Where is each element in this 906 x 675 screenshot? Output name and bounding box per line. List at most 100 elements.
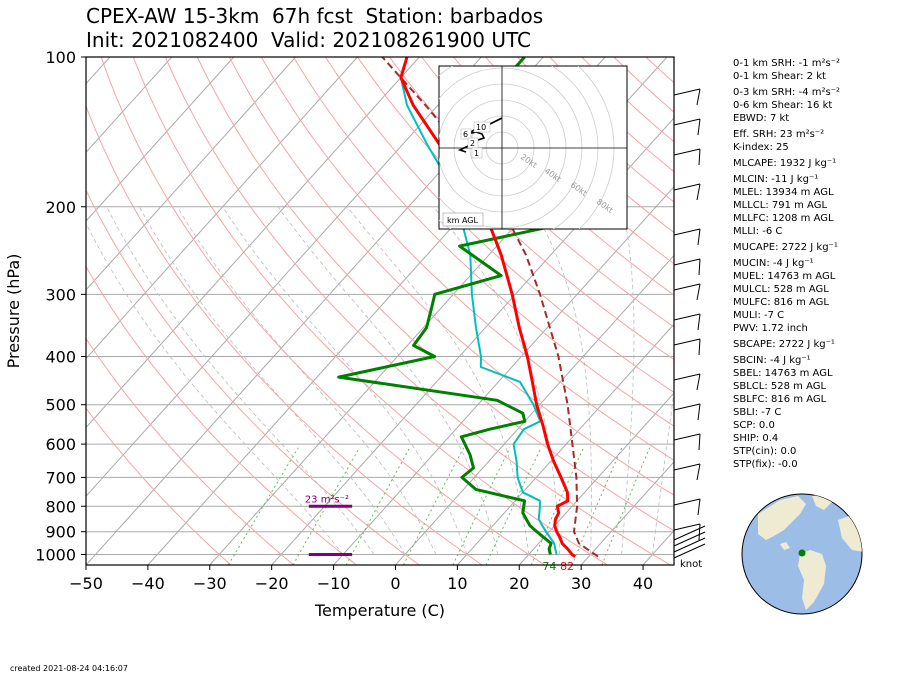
y-tick-label: 200 (45, 198, 76, 217)
hodograph-height-label: 2 (470, 139, 475, 148)
index-line: MULCL: 528 m AGL (733, 284, 829, 295)
mixing-ratio-line (345, 447, 411, 565)
wind-barb-flag (697, 498, 701, 516)
moist-adiabat-line (621, 206, 635, 555)
isotherm-line (86, 57, 420, 429)
isotherm-line (271, 117, 674, 565)
x-tick-label: −10 (317, 574, 351, 593)
moist-adiabat-line (652, 388, 674, 555)
index-line: SBCIN: -4 J kg⁻¹ (733, 355, 811, 366)
dry-adiabat-line (86, 407, 232, 565)
isotherm-line (86, 57, 235, 222)
y-tick-label: 300 (45, 285, 76, 304)
stability-indices: 0-1 km SRH: -1 m²s⁻² 0-1 km Shear: 2 kt 0-… (733, 57, 840, 471)
hodograph-height-label: 1 (474, 149, 479, 158)
mixing-ratio-line (571, 447, 623, 565)
index-line: MUCIN: -4 J kg⁻¹ (733, 258, 814, 269)
wind-barb-flag (697, 313, 701, 331)
dry-adiabat-line (86, 104, 483, 565)
wind-unit-label: knot (680, 559, 703, 570)
index-line: STP(cin): 0.0 (733, 446, 797, 457)
moist-adiabat-line (86, 222, 344, 555)
wind-barb-flag (697, 403, 701, 421)
isotherm-line (86, 57, 296, 291)
dry-adiabat-line (100, 57, 546, 565)
index-line: 0-3 km SRH: -4 m²s⁻² (733, 87, 840, 98)
landmass (780, 542, 790, 550)
surface-temperature-label: 82 (560, 560, 574, 573)
dry-adiabat-line (86, 189, 420, 565)
wind-barb (673, 525, 706, 541)
index-line: MLLI: -6 C (733, 226, 783, 237)
dry-adiabat-line (196, 57, 674, 532)
isotherm-line (86, 57, 173, 154)
index-line: MLLFC: 1208 m AGL (733, 213, 834, 224)
dry-adiabat-line (421, 57, 674, 296)
y-tick-label: 500 (45, 396, 76, 415)
x-tick-label: −30 (193, 574, 227, 593)
dry-adiabat-line (357, 57, 674, 361)
x-tick-label: 0 (390, 574, 400, 593)
wind-barb-flag (698, 258, 701, 276)
dry-adiabat-line (132, 57, 608, 565)
wind-barb-flag (696, 463, 701, 481)
dry-adiabat-line (292, 57, 674, 427)
axes: 74 82 −50 −40 −30 −20 −10 0 10 20 30 40 100 200 300 400… (4, 48, 675, 620)
moist-adiabat-line (531, 206, 592, 555)
hodograph-height-label: 10 (476, 123, 486, 132)
hodograph-height-box (471, 147, 483, 159)
index-line: SCP: 0.0 (733, 420, 775, 431)
station-marker (798, 549, 806, 557)
wind-barb (673, 283, 701, 291)
y-tick-label: 700 (45, 468, 76, 487)
chart-title-line-1: CPEX-AW 15-3km 67h fcst Station: barbado… (86, 4, 544, 28)
wind-barb (673, 338, 701, 346)
wind-barb (673, 258, 701, 266)
y-tick-label: 400 (45, 348, 76, 367)
hodograph-height-label: 6 (463, 130, 468, 139)
wind-barb-flag (698, 338, 701, 356)
wind-barb-flag (696, 88, 701, 106)
wind-barb (673, 498, 701, 506)
wind-barb-flag (698, 433, 701, 451)
index-line: MLCAPE: 1932 J kg⁻¹ (733, 158, 837, 169)
moist-adiabat-line (106, 206, 375, 555)
mixing-ratio-line (403, 447, 465, 565)
srh-label: 23 m²s⁻² (305, 494, 349, 505)
landmass (798, 550, 826, 610)
dry-adiabat-line (164, 57, 671, 565)
index-line: MLEL: 13934 m AGL (733, 187, 834, 198)
wind-barb-flag (698, 523, 701, 541)
wind-barb (673, 313, 701, 321)
wind-barb (673, 433, 701, 441)
hodograph-height-box (473, 121, 491, 133)
wind-barb (673, 403, 701, 411)
index-line: 0-6 km Shear: 16 kt (733, 100, 833, 111)
x-tick-label: 10 (447, 574, 467, 593)
wind-barb (673, 228, 701, 236)
y-tick-label: 600 (45, 435, 76, 454)
parcel-line (381, 57, 599, 558)
wind-barb (673, 531, 706, 547)
wind-barb-flag (698, 148, 701, 166)
dry-adiabat-line (86, 265, 357, 565)
isotherm-line (580, 461, 674, 565)
mixing-ratio-line (292, 447, 360, 565)
wind-barb-flag (696, 183, 701, 201)
index-line: EBWD: 7 kt (733, 113, 790, 124)
mixing-ratio-line (452, 447, 511, 565)
isotherm-line (86, 57, 482, 497)
wind-barb (673, 88, 701, 96)
index-line: K-index: 25 (733, 142, 789, 153)
wind-barb (673, 537, 706, 553)
x-tick-label: −40 (131, 574, 165, 593)
hodograph-height-box (460, 128, 472, 140)
wind-barb (673, 118, 701, 126)
index-line: SBLI: -7 C (733, 407, 782, 418)
x-tick-label: 30 (571, 574, 591, 593)
wind-barb (673, 373, 701, 381)
plot-frame (85, 56, 675, 566)
wind-barb-flag (696, 373, 701, 391)
index-line: STP(fix): -0.0 (733, 459, 798, 470)
